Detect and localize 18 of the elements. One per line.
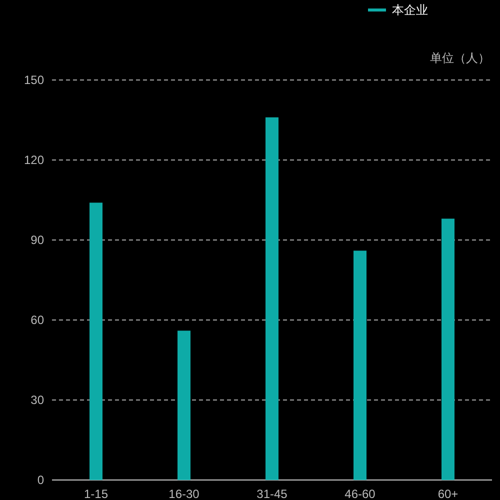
y-tick-label: 120 — [24, 153, 44, 167]
y-tick-label: 30 — [30, 393, 44, 407]
x-tick-label: 16-30 — [168, 487, 200, 500]
x-tick-label: 31-45 — [256, 487, 288, 500]
x-tick-label: 60+ — [438, 487, 458, 500]
y-tick-label: 90 — [30, 233, 44, 247]
bar — [442, 218, 454, 480]
y-axis-title: 单位（人） — [430, 51, 490, 65]
bar — [266, 117, 278, 480]
x-tick-label: 46-60 — [344, 487, 376, 500]
x-tick-label: 1-15 — [84, 487, 108, 500]
legend-label: 本企业 — [392, 3, 428, 17]
y-tick-label: 150 — [24, 73, 44, 87]
bar — [90, 202, 102, 480]
bar — [354, 250, 366, 480]
y-tick-label: 0 — [37, 473, 44, 487]
bar — [178, 330, 190, 480]
y-tick-label: 60 — [30, 313, 44, 327]
